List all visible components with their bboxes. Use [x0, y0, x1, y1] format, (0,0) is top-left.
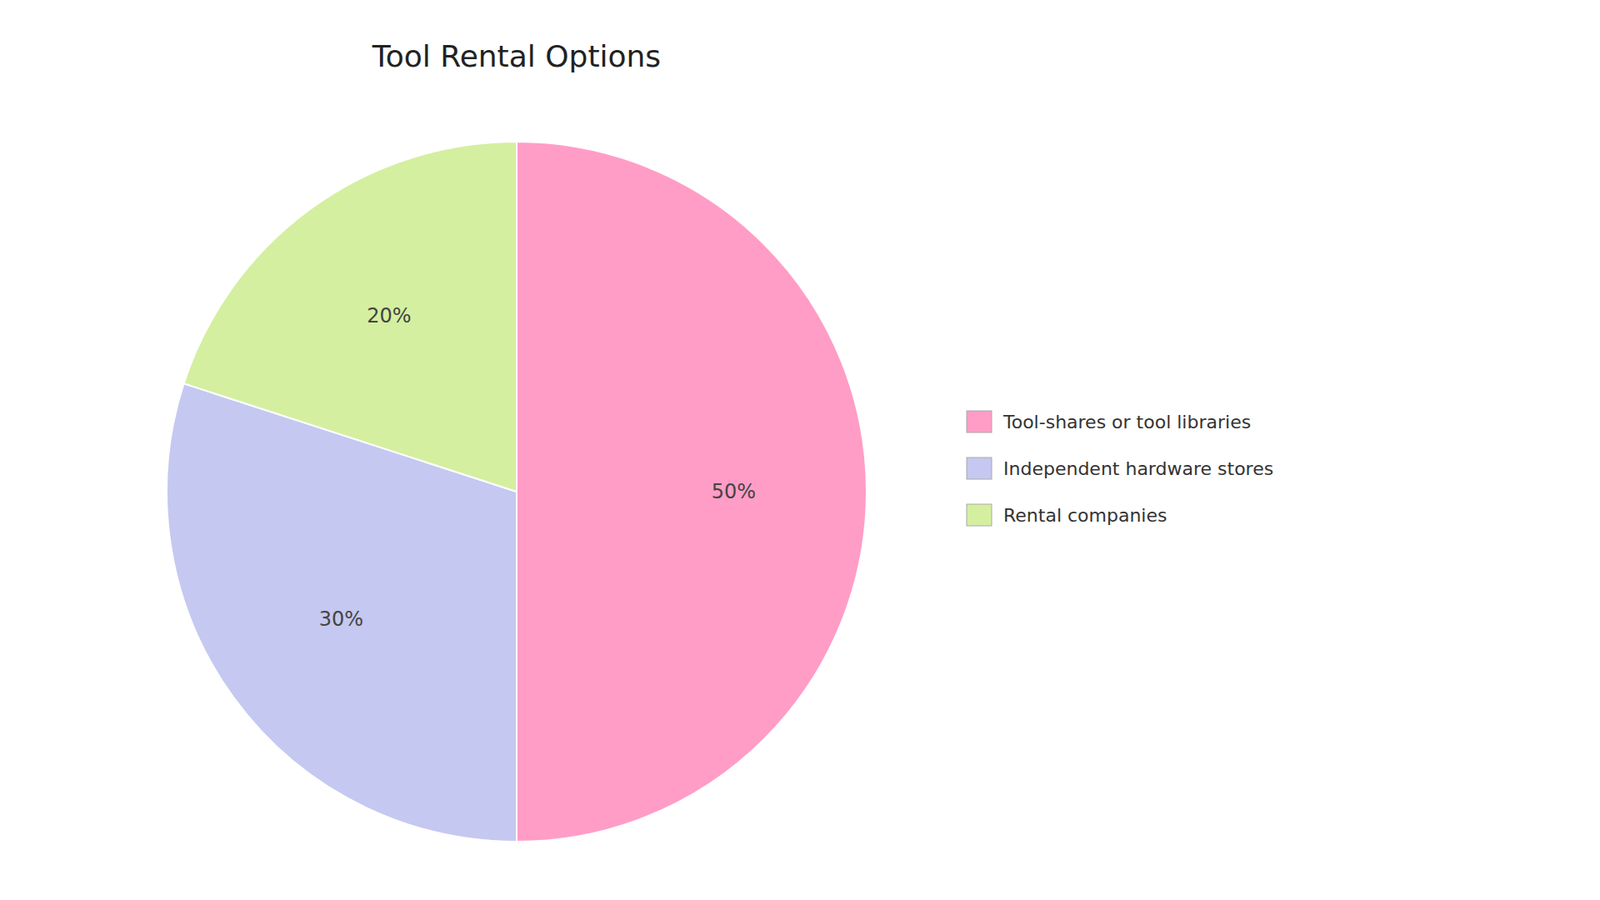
data-label: 50% [711, 480, 756, 504]
data-labels: 50% 30% 20% [319, 304, 756, 631]
legend-item: Independent hardware stores [966, 457, 1274, 480]
slice [516, 141, 867, 842]
legend-swatch [966, 504, 992, 526]
legend: Tool-shares or tool libraries Independent… [966, 410, 1274, 526]
legend-item: Rental companies [966, 504, 1167, 526]
data-label: 20% [366, 304, 411, 328]
legend-label: Rental companies [1003, 505, 1167, 526]
slice [184, 141, 517, 492]
data-label: 30% [319, 607, 364, 631]
pie [166, 141, 867, 842]
legend-label: Tool-shares or tool libraries [1002, 411, 1251, 433]
legend-swatch [966, 457, 992, 480]
title: Tool Rental Options [371, 39, 661, 74]
legend-label: Independent hardware stores [1003, 458, 1274, 480]
chart: Tool Rental Options 50% 30% 20% Tool-shares … [0, 0, 1600, 900]
legend-item: Tool-shares or tool libraries [966, 410, 1251, 433]
legend-swatch [966, 410, 992, 433]
